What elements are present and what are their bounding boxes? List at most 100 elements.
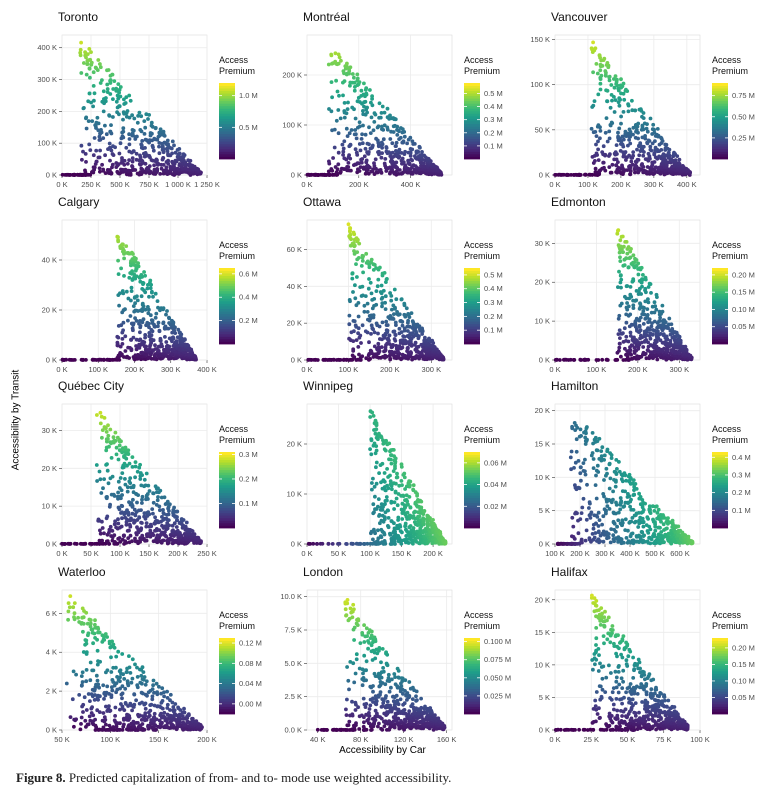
legend-tick-label: 1.0 M (239, 91, 258, 100)
data-point (621, 331, 625, 335)
data-point (369, 100, 373, 105)
data-point (329, 52, 334, 57)
data-point (365, 110, 369, 115)
legend-colorbar-step (464, 268, 480, 271)
data-point (131, 497, 135, 502)
legend-tick-label: 0.1 M (484, 141, 503, 150)
y-tick-label: 0 K (291, 540, 302, 549)
data-point (108, 78, 113, 82)
legend-colorbar-step (712, 121, 728, 124)
x-tick-label: 750 K (139, 180, 159, 189)
legend-colorbar-step (464, 293, 480, 297)
data-point (369, 291, 374, 296)
data-point (641, 309, 646, 313)
data-point (641, 322, 646, 326)
data-point (145, 320, 150, 325)
data-point (360, 141, 365, 146)
data-point (365, 163, 370, 168)
x-tick-label: 0 K (56, 180, 67, 189)
data-point (643, 275, 648, 280)
data-point (365, 141, 370, 146)
data-point (107, 113, 111, 118)
y-tick-label: 100 K (530, 80, 550, 89)
data-point (335, 89, 340, 94)
legend-colorbar-step (712, 103, 728, 107)
data-point (120, 493, 124, 497)
data-point (408, 524, 413, 528)
data-point (626, 245, 631, 249)
data-point (625, 284, 630, 288)
y-tick-label: 20 K (42, 306, 57, 315)
data-point (323, 357, 328, 362)
data-point (140, 287, 145, 291)
legend-colorbar-step (219, 323, 235, 327)
y-tick-label: 0 K (539, 171, 550, 180)
data-point (408, 147, 413, 151)
data-point (352, 249, 356, 253)
data-point (591, 70, 595, 75)
data-point (596, 147, 600, 152)
data-point (116, 272, 121, 276)
legend-colorbar-step (712, 128, 728, 132)
data-point (327, 107, 331, 111)
data-point (619, 91, 623, 96)
legend-colorbar-step (219, 88, 235, 91)
data-point (147, 325, 151, 330)
data-point (122, 97, 126, 102)
x-tick-label: 50 K (83, 549, 98, 558)
data-point (399, 319, 403, 323)
legend-colorbar-step (712, 146, 728, 150)
data-point (141, 317, 146, 322)
legend-tick-label: 0.2 M (484, 312, 503, 321)
legend-colorbar-step (464, 115, 480, 119)
data-point (135, 525, 139, 530)
y-tick-label: 10 K (535, 317, 550, 326)
data-point (670, 327, 675, 331)
data-point (663, 142, 668, 147)
data-point (95, 479, 99, 483)
data-point (146, 311, 151, 316)
data-point (336, 357, 341, 362)
data-point (154, 503, 159, 507)
data-point (408, 135, 413, 140)
data-point (123, 349, 128, 353)
data-point (620, 163, 624, 168)
data-point (143, 273, 148, 278)
data-point (73, 541, 77, 546)
y-tick-label: 100 K (282, 121, 302, 130)
data-point (624, 256, 628, 260)
data-point (415, 149, 420, 154)
legend-colorbar-step (712, 295, 728, 299)
data-point (356, 314, 361, 319)
data-point (86, 172, 91, 177)
data-point (379, 345, 384, 349)
data-point (380, 295, 385, 300)
data-point (336, 108, 341, 112)
data-point (635, 354, 639, 358)
data-point (379, 527, 384, 532)
legend-tick-label: 0.4 M (239, 293, 258, 302)
data-point (166, 158, 171, 163)
data-point (134, 157, 139, 162)
legend-tick-label: 0.10 M (732, 305, 755, 314)
data-point (118, 351, 123, 355)
data-point (379, 140, 384, 145)
data-point (402, 312, 407, 317)
data-point (100, 162, 104, 167)
data-point (137, 342, 142, 347)
data-point (133, 460, 138, 464)
data-point (105, 90, 110, 94)
data-point (582, 357, 587, 362)
data-point (122, 256, 126, 261)
data-point (138, 462, 143, 467)
data-point (676, 161, 681, 165)
data-point (82, 61, 86, 65)
legend-colorbar-step (464, 148, 480, 152)
data-point (84, 115, 89, 120)
legend-colorbar-step (219, 148, 235, 152)
data-point (602, 56, 607, 61)
data-point (649, 324, 654, 329)
legend-colorbar-step (219, 484, 235, 488)
data-point (140, 301, 145, 306)
